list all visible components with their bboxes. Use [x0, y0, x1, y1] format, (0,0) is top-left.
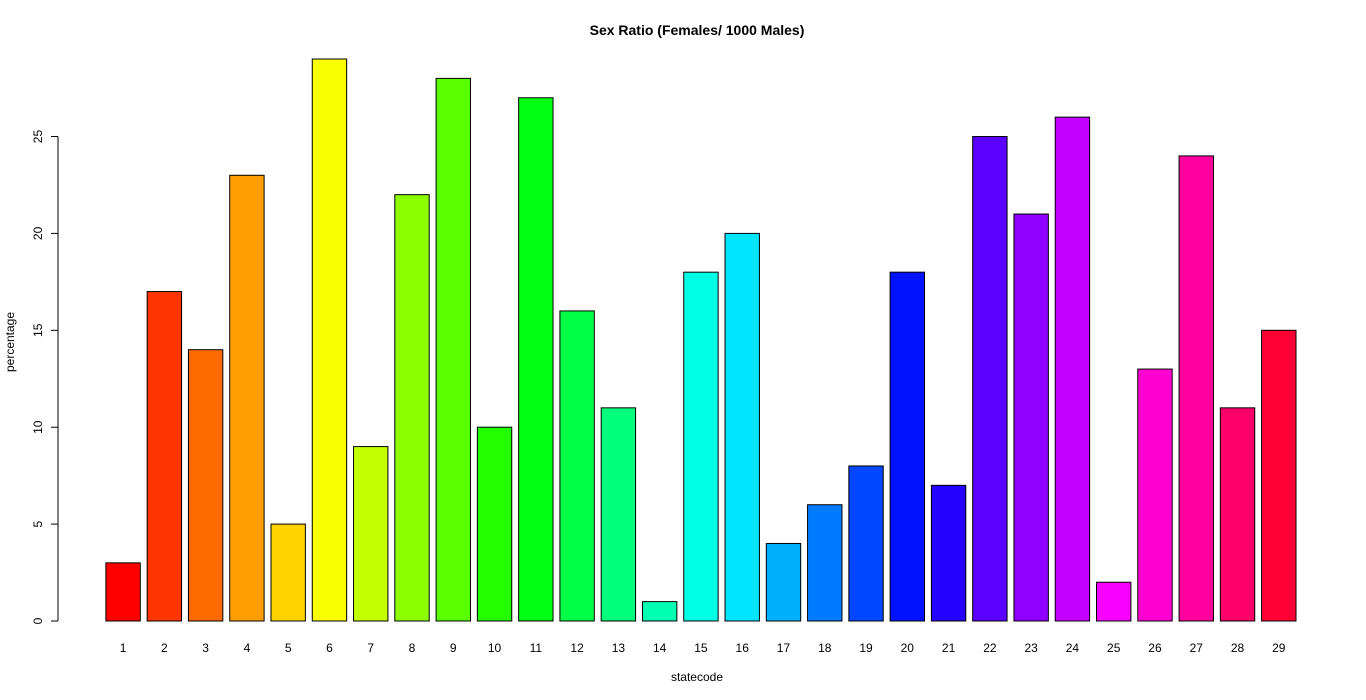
bar-7	[353, 446, 389, 622]
bar-18	[807, 504, 843, 622]
bar-14	[641, 601, 678, 622]
x-tick-label: 26	[1148, 641, 1162, 655]
bar-10	[476, 426, 513, 622]
x-tick-label: 13	[612, 641, 626, 655]
bar-3	[187, 349, 224, 622]
x-tick-label: 29	[1272, 641, 1286, 655]
y-tick-label: 25	[31, 130, 45, 144]
x-tick-label: 1	[120, 641, 127, 655]
x-tick-label: 27	[1190, 641, 1204, 655]
bar-11	[518, 97, 554, 622]
x-tick-label: 25	[1107, 641, 1121, 655]
x-tick-label: 17	[777, 641, 791, 655]
x-tick-label: 7	[367, 641, 374, 655]
y-tick-label: 20	[31, 226, 45, 240]
bars-group	[105, 58, 1297, 622]
x-tick-label: 10	[488, 641, 502, 655]
bar-16	[724, 232, 760, 622]
bar-2	[146, 291, 183, 622]
x-tick-label: 8	[409, 641, 416, 655]
x-tick-label: 15	[694, 641, 708, 655]
x-tick-label: 5	[285, 641, 292, 655]
bar-12	[559, 310, 595, 622]
bar-4	[229, 174, 265, 622]
bar-26	[1137, 368, 1173, 622]
y-axis-label: percentage	[3, 312, 17, 372]
chart-title: Sex Ratio (Females/ 1000 Males)	[590, 22, 805, 38]
bar-24	[1054, 116, 1091, 622]
x-tick-label: 9	[450, 641, 457, 655]
x-tick-label: 19	[859, 641, 873, 655]
bar-23	[1013, 213, 1049, 622]
x-tick-label: 21	[942, 641, 956, 655]
x-tick-label: 23	[1024, 641, 1038, 655]
x-tick-label: 6	[326, 641, 333, 655]
y-tick-label: 15	[31, 323, 45, 337]
x-axis-label: statecode	[671, 670, 723, 684]
x-tick-label: 4	[244, 641, 251, 655]
y-tick-label: 10	[31, 420, 45, 434]
x-tick-labels: 1 2 3 4 5 6 7 8 9 10 11 12 13 14 15 16 17 18 19 20 21 22 23 24 2…	[120, 641, 1286, 655]
x-tick-label: 2	[161, 641, 168, 655]
x-tick-label: 3	[202, 641, 209, 655]
bar-8	[394, 194, 430, 622]
bar-29	[1261, 329, 1297, 622]
x-tick-label: 24	[1066, 641, 1080, 655]
x-tick-label: 11	[530, 641, 543, 655]
bar-17	[765, 542, 802, 622]
x-tick-label: 12	[570, 641, 584, 655]
x-tick-label: 22	[983, 641, 997, 655]
bar-1	[105, 562, 141, 622]
bar-19	[848, 465, 884, 622]
bar-21	[930, 484, 967, 622]
x-tick-label: 16	[736, 641, 750, 655]
bar-27	[1178, 155, 1214, 622]
y-tick-label: 5	[31, 520, 45, 527]
bar-5	[270, 523, 306, 622]
y-tick-label: 0	[31, 617, 45, 624]
bar-6	[311, 58, 348, 622]
bar-13	[600, 407, 637, 622]
y-axis: 0 5 10 15 20 25	[31, 130, 59, 624]
bar-20	[889, 271, 926, 622]
bar-25	[1096, 581, 1132, 622]
bar-15	[683, 271, 719, 622]
bar-28	[1219, 407, 1256, 622]
x-tick-label: 18	[818, 641, 832, 655]
x-tick-label: 20	[901, 641, 915, 655]
bar-9	[435, 77, 471, 622]
bar-22	[972, 136, 1008, 622]
x-tick-label: 14	[653, 641, 667, 655]
x-tick-label: 28	[1231, 641, 1245, 655]
